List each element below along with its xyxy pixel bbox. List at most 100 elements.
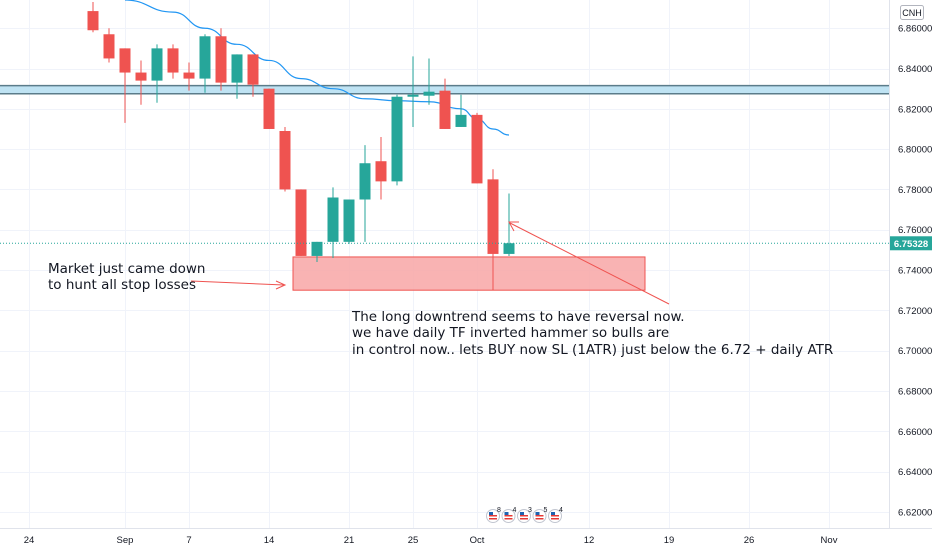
candle-body [103, 34, 115, 59]
price-tick-label: 6.82000 [898, 104, 932, 115]
candle[interactable] [343, 199, 355, 244]
event-badge[interactable]: 5 [532, 507, 548, 523]
candle[interactable] [247, 54, 259, 97]
last-price-text: 6.75328 [894, 239, 928, 250]
event-badge[interactable]: 4 [548, 507, 564, 523]
time-tick-label: 26 [744, 535, 755, 546]
candle-body [439, 90, 451, 129]
price-tick-label: 6.64000 [898, 467, 932, 478]
time-tick-label: Oct [470, 535, 485, 546]
price-tick-label: 6.66000 [898, 427, 932, 438]
price-tick-label: 6.68000 [898, 386, 932, 397]
candle[interactable] [311, 241, 323, 262]
annotation-text-line-2[interactable]: to hunt all stop losses [48, 277, 196, 293]
flag-stripe-icon [535, 518, 544, 520]
candle[interactable] [151, 44, 163, 103]
candle[interactable] [103, 28, 115, 63]
event-count: 4 [513, 507, 517, 514]
candle-body [407, 94, 419, 97]
price-tick-label: 6.84000 [898, 64, 932, 75]
time-tick-label: 21 [344, 535, 355, 546]
event-badge[interactable]: 8 [486, 507, 502, 523]
candle[interactable] [199, 34, 211, 93]
candle[interactable] [375, 137, 387, 200]
event-badges[interactable]: 8 4 3 5 4 [486, 507, 564, 523]
time-tick-label: Nov [821, 535, 838, 546]
candle[interactable] [407, 56, 419, 127]
candle[interactable] [215, 28, 227, 91]
candle-body [279, 130, 291, 190]
candle[interactable] [423, 58, 435, 105]
candle[interactable] [439, 78, 451, 129]
candle[interactable] [119, 48, 131, 123]
price-tick-label: 6.74000 [898, 266, 932, 277]
candle[interactable] [471, 112, 483, 184]
candle-body [167, 48, 179, 73]
candle-body [119, 48, 131, 73]
candle[interactable] [295, 189, 307, 256]
flag-canton-icon [489, 512, 493, 515]
annotation-main-line-1[interactable]: The long downtrend seems to have reversa… [351, 309, 685, 325]
price-tick-label: 6.72000 [898, 306, 932, 317]
annotation-main-line-2[interactable]: we have daily TF inverted hammer so bull… [352, 325, 669, 341]
candle[interactable] [87, 2, 99, 33]
event-badge[interactable]: 3 [517, 507, 533, 523]
candle-body [487, 179, 499, 254]
candle[interactable] [391, 94, 403, 186]
time-axis[interactable]: 24 Sep 7 14 21 25 Oct 12 19 26 Nov [24, 535, 838, 546]
flag-canton-icon [504, 512, 509, 515]
time-tick-label: Sep [117, 535, 134, 546]
candle[interactable] [455, 94, 467, 127]
moving-average-line [124, 0, 510, 136]
candle-body [423, 91, 435, 96]
event-badge[interactable]: 4 [501, 507, 517, 523]
price-tick-label: 6.76000 [898, 225, 932, 236]
support-box[interactable] [292, 256, 646, 291]
candle-body [471, 114, 483, 184]
currency-badge-text: CNH [902, 8, 922, 18]
candle[interactable] [183, 62, 195, 91]
annotation-arrow-left[interactable] [190, 280, 287, 290]
candle[interactable] [487, 169, 499, 291]
time-tick-label: 12 [584, 535, 595, 546]
currency-badge[interactable]: CNH [900, 5, 924, 20]
time-tick-label: 19 [664, 535, 675, 546]
candle[interactable] [263, 88, 275, 129]
candle[interactable] [279, 126, 291, 192]
candle[interactable] [167, 44, 179, 79]
flag-canton-icon [535, 512, 540, 515]
flag-stripe-icon [551, 515, 559, 517]
event-count: 3 [528, 507, 532, 514]
price-axis[interactable]: 6.86000 6.84000 6.82000 6.80000 6.78000 6.760… [898, 24, 932, 519]
candle[interactable] [231, 54, 243, 99]
time-tick-label: 24 [24, 535, 35, 546]
flag-stripe-icon [504, 515, 513, 517]
time-tick-label: 25 [408, 535, 419, 546]
candles [87, 2, 515, 291]
candle-body [359, 163, 371, 200]
annotation-text-line-1[interactable]: Market just came down [48, 261, 206, 277]
time-tick-label: 14 [264, 535, 275, 546]
flag-stripe-icon [535, 515, 544, 517]
candle[interactable] [327, 187, 339, 258]
candle-body [263, 88, 275, 129]
flag-stripe-icon [520, 515, 528, 517]
candle-body [135, 72, 147, 81]
candle-body [503, 243, 515, 254]
candle-body [311, 241, 323, 256]
candle[interactable] [135, 60, 147, 105]
candle[interactable] [359, 145, 371, 242]
candle-body [199, 36, 211, 79]
flag-stripe-icon [489, 518, 497, 520]
annotation-arrow-right[interactable] [508, 221, 670, 305]
annotation-main-line-3[interactable]: in control now.. lets BUY now SL (1ATR) … [352, 342, 833, 358]
candle[interactable] [503, 193, 515, 256]
time-tick-label: 7 [186, 535, 191, 546]
event-count: 8 [497, 507, 501, 514]
candle-body [295, 189, 307, 256]
candle-body [343, 199, 355, 242]
event-count: 5 [544, 507, 548, 514]
last-price-label: 6.75328 [890, 236, 932, 251]
